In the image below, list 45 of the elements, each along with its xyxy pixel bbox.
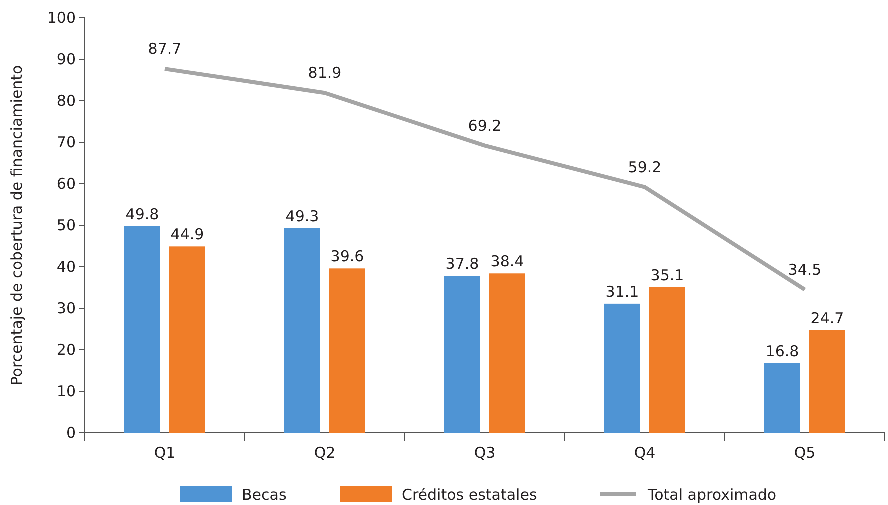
bar	[490, 274, 526, 433]
data-label: 81.9	[308, 64, 342, 82]
data-label: 16.8	[766, 342, 800, 360]
data-label: 87.7	[148, 40, 182, 58]
y-tick-label: 60	[56, 175, 76, 193]
legend-label: Total aproximado	[647, 486, 777, 504]
bar	[330, 268, 366, 433]
x-tick-label: Q3	[474, 444, 496, 462]
data-label: 49.3	[286, 207, 320, 226]
data-label: 37.8	[446, 255, 480, 274]
x-tick-label: Q2	[314, 444, 336, 462]
bar	[810, 330, 846, 433]
y-tick-label: 0	[66, 424, 76, 442]
data-label: 49.8	[126, 205, 160, 224]
data-label: 38.4	[490, 252, 524, 271]
y-tick-label: 70	[56, 134, 76, 152]
x-tick-label: Q5	[794, 444, 816, 462]
y-tick-label: 20	[56, 341, 76, 359]
y-tick-label: 30	[56, 300, 76, 318]
x-tick-label: Q1	[154, 444, 176, 462]
bar	[764, 363, 800, 433]
y-tick-label: 90	[56, 50, 76, 68]
x-tick-label: Q4	[634, 444, 656, 462]
data-label: 31.1	[606, 282, 640, 301]
bar	[444, 276, 480, 433]
y-tick-label: 80	[56, 92, 76, 110]
y-tick-label: 50	[56, 216, 76, 234]
bar	[170, 246, 206, 433]
data-label: 24.7	[810, 309, 844, 328]
data-label: 34.5	[788, 260, 822, 279]
data-label: 59.2	[628, 158, 662, 176]
y-axis-title: Porcentaje de cobertura de financiamiento	[8, 65, 26, 386]
bar	[650, 287, 686, 433]
bar	[284, 228, 320, 433]
bar	[604, 304, 640, 433]
data-label: 39.6	[330, 248, 364, 266]
data-label: 44.9	[170, 226, 204, 244]
data-label: 69.2	[468, 116, 502, 135]
data-label: 35.1	[650, 266, 684, 284]
bar	[124, 226, 160, 433]
y-tick-label: 10	[56, 382, 76, 400]
y-tick-label: 40	[56, 258, 76, 276]
legend-label: Créditos estatales	[402, 486, 538, 504]
legend-label: Becas	[242, 486, 287, 504]
y-tick-label: 100	[47, 9, 76, 27]
